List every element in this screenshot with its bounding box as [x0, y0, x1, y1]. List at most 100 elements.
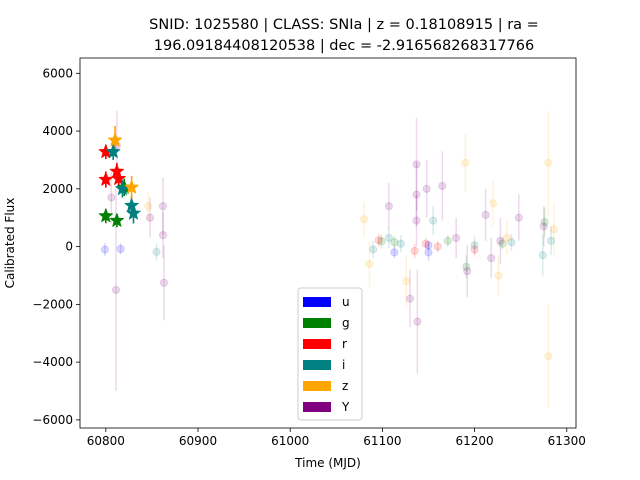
faint-point-i [547, 236, 556, 245]
detection-star-i [123, 197, 140, 213]
faint-point-z [144, 202, 153, 211]
y-tick-label: −6000 [32, 413, 73, 427]
faint-point-i [369, 245, 378, 254]
faint-point-Y [496, 236, 505, 245]
faint-point-r [410, 246, 419, 256]
x-tick-label: 61200 [455, 434, 493, 448]
faint-point-Y [438, 181, 447, 191]
faint-point-Y [111, 285, 121, 295]
data-points [98, 132, 558, 361]
faint-point-u [390, 248, 399, 257]
faint-point-Y [158, 202, 168, 211]
faint-point-Y [422, 184, 431, 193]
faint-point-r [421, 239, 430, 248]
faint-point-Y [159, 278, 168, 287]
detection-star-g [109, 212, 125, 228]
chart-title-line-1: SNID: 1025580 | CLASS: SNIa | z = 0.1810… [149, 17, 539, 33]
faint-point-Y [463, 267, 472, 276]
x-axis-label: Time (MJD) [294, 456, 361, 470]
faint-point-Y [514, 213, 523, 222]
y-tick-label: 6000 [42, 66, 73, 80]
faint-point-i [429, 216, 438, 225]
faint-point-i [470, 241, 479, 250]
axes-frame [79, 57, 577, 429]
faint-point-g [540, 217, 549, 227]
faint-point-Y [539, 222, 548, 231]
y-tick-label: 0 [65, 240, 73, 254]
faint-point-Y [452, 233, 461, 243]
faint-point-g [443, 236, 452, 245]
faint-point-Y [412, 160, 421, 169]
faint-point-u [100, 245, 109, 254]
y-tick-label: −4000 [32, 355, 73, 369]
legend-label-u: u [342, 295, 350, 309]
detection-star-z [107, 132, 123, 147]
detection-star-i [125, 205, 142, 221]
faint-point-z [359, 215, 369, 224]
faint-point-r [374, 236, 383, 245]
faint-point-z [365, 259, 374, 269]
faint-point-Y [412, 216, 421, 225]
y-tick-label: 4000 [42, 124, 73, 138]
faint-point-Y [412, 190, 421, 199]
legend-label-z: z [342, 379, 348, 393]
faint-point-g [390, 238, 399, 247]
faint-point-Y [145, 213, 155, 222]
faint-point-Y [487, 254, 496, 263]
legend-swatch-r [303, 339, 331, 349]
faint-point-Y [481, 210, 490, 219]
legend-label-i: i [342, 358, 345, 372]
legend-swatch-Y [303, 402, 331, 412]
x-tick-label: 60800 [87, 434, 125, 448]
faint-point-u [424, 241, 433, 250]
faint-point-Y [158, 230, 168, 240]
legend-label-g: g [342, 316, 350, 330]
faint-point-g [377, 237, 386, 246]
faint-point-i [538, 251, 547, 260]
faint-point-i [384, 233, 393, 243]
legend-swatch-u [303, 297, 331, 307]
chart-title-line-2: 196.09184408120538 | dec = -2.9165682683… [154, 38, 534, 54]
faint-point-g [462, 262, 471, 271]
detection-star-r [110, 170, 127, 186]
faint-point-z [402, 277, 411, 286]
faint-point-Y [413, 317, 422, 326]
legend-swatch-g [303, 318, 331, 328]
faint-point-u [116, 244, 125, 254]
faint-point-u [424, 248, 433, 257]
x-tick-label: 60900 [179, 434, 217, 448]
y-axis-label: Calibrated Flux [3, 198, 17, 289]
legend-box [297, 287, 363, 421]
detection-star-i [105, 143, 121, 159]
detection-star-r [109, 163, 125, 179]
legend-swatch-z [303, 381, 331, 391]
faint-point-i [152, 247, 161, 256]
faint-point-i [396, 239, 405, 248]
faint-point-z [544, 158, 553, 167]
legend-label-Y: Y [341, 400, 350, 414]
faint-point-r [470, 245, 479, 254]
y-tick-label: 2000 [42, 182, 73, 196]
y-axis-ticks: −6000 −4000 −2000 0 2000 4000 6000 [32, 66, 80, 427]
detection-star-g [98, 207, 114, 223]
faint-point-Y [405, 294, 415, 303]
faint-point-r [433, 242, 442, 251]
detection-star-z [123, 179, 140, 195]
faint-point-z [494, 271, 503, 280]
detection-star-r [98, 171, 114, 187]
x-tick-label: 61300 [548, 434, 586, 448]
faint-point-z [549, 225, 558, 234]
faint-point-g [498, 239, 507, 248]
faint-point-i [507, 238, 516, 247]
x-tick-label: 61000 [271, 434, 309, 448]
faint-point-z [544, 352, 553, 361]
y-tick-label: −2000 [32, 297, 73, 311]
faint-point-Y [107, 193, 116, 202]
faint-point-z [461, 158, 470, 167]
x-axis-ticks: 60800 60900 61000 61100 61200 61300 [87, 428, 586, 448]
faint-point-z [488, 199, 498, 208]
x-tick-label: 61100 [363, 434, 401, 448]
legend-label-r: r [342, 337, 347, 351]
